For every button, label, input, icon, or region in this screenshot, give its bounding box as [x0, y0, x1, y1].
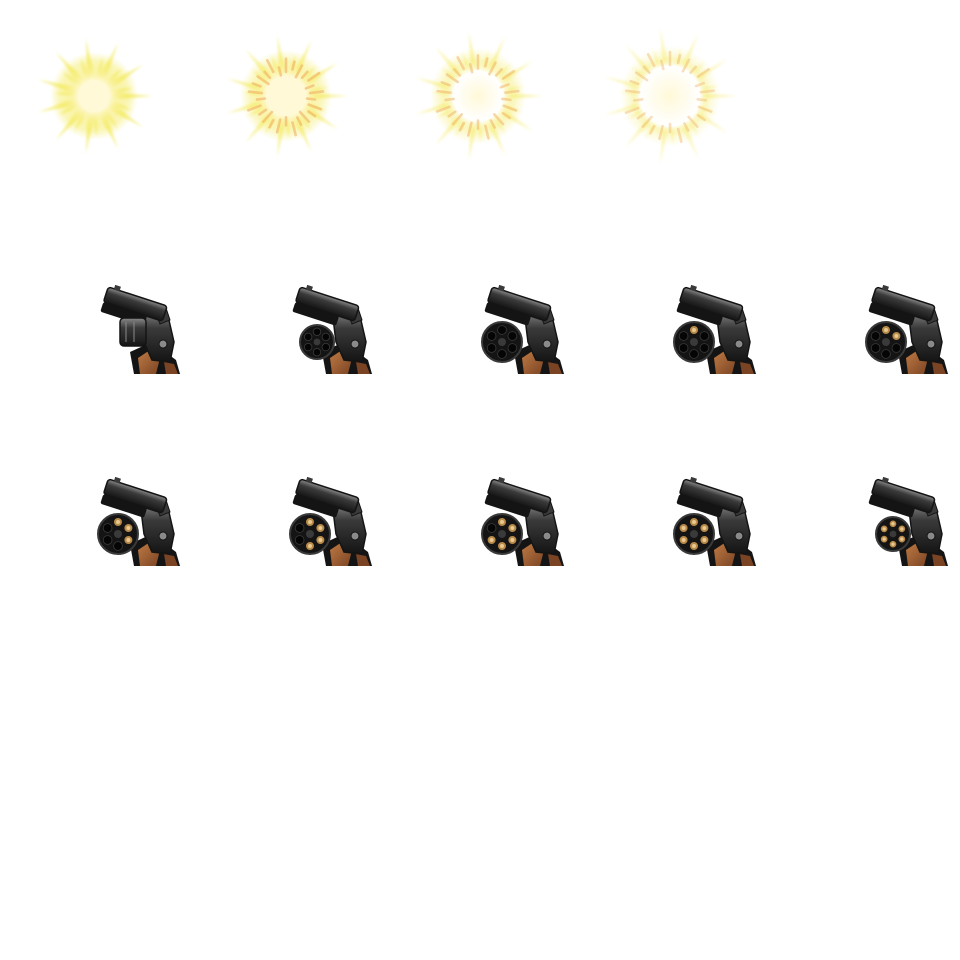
revolver-cylinder	[673, 513, 715, 555]
empty-chamber	[507, 343, 518, 353]
empty-chamber	[497, 325, 507, 335]
empty-chamber	[113, 541, 123, 551]
revolver	[97, 476, 180, 566]
empty-chamber	[678, 331, 689, 341]
flash-core	[50, 52, 138, 140]
revolver-sprite	[97, 476, 180, 566]
revolver	[673, 284, 756, 374]
muzzle-flash-burst	[38, 38, 152, 154]
empty-chamber	[486, 523, 497, 533]
empty-chamber	[294, 535, 305, 545]
revolver-cylinder	[299, 324, 335, 360]
revolver	[481, 284, 564, 374]
empty-chamber	[881, 349, 891, 359]
revolver-barrel	[868, 284, 936, 326]
revolver-sprite	[865, 284, 948, 374]
revolver-cylinder	[673, 321, 715, 363]
revolver-sprite	[481, 476, 564, 566]
revolver-sprite	[289, 476, 372, 566]
revolver-cylinder	[875, 516, 911, 552]
empty-chamber	[689, 349, 699, 359]
revolver-reload-frame	[384, 192, 576, 384]
empty-chamber	[891, 343, 902, 353]
empty-chamber	[304, 332, 313, 342]
revolver-frame	[907, 307, 943, 363]
revolver-sprite	[673, 284, 756, 374]
muzzle-flash-sprite	[38, 38, 152, 154]
revolver-sprite	[481, 284, 564, 374]
revolver-reload-frame	[576, 384, 768, 576]
revolver	[868, 476, 948, 566]
muzzle-flash-frame	[382, 0, 574, 192]
muzzle-flash-burst	[227, 35, 348, 157]
muzzle-flash-frame	[0, 0, 190, 192]
empty-chamber	[102, 523, 113, 533]
revolver-reload-frame	[0, 384, 192, 576]
muzzle-flash-frame	[574, 0, 766, 192]
revolver	[292, 284, 372, 374]
revolver	[289, 476, 372, 566]
empty-chamber	[294, 523, 305, 533]
muzzle-flash-sprite	[416, 32, 543, 160]
revolver-sprite	[868, 476, 948, 566]
revolver-reload-frame	[192, 192, 384, 384]
revolver-barrel	[484, 476, 552, 518]
revolver-barrel	[292, 476, 360, 518]
empty-chamber	[304, 342, 313, 352]
flash-core	[620, 46, 720, 146]
empty-chamber	[312, 348, 322, 357]
empty-chamber	[678, 343, 689, 353]
revolver-reload-frame	[192, 384, 384, 576]
empty-chamber	[870, 331, 881, 341]
revolver	[100, 284, 180, 374]
revolver-cylinder	[865, 321, 907, 363]
empty-chamber	[699, 343, 710, 353]
revolver-reload-frame	[0, 192, 192, 384]
empty-chamber	[486, 343, 497, 353]
revolver-cylinder	[119, 317, 147, 347]
flash-streaks	[624, 50, 715, 143]
revolver-cylinder	[97, 513, 139, 555]
revolver-sprite	[673, 476, 756, 566]
revolver-barrel	[484, 284, 552, 326]
revolver-cylinder	[481, 513, 523, 555]
empty-chamber	[507, 331, 518, 341]
empty-chamber	[497, 349, 507, 359]
empty-chamber	[699, 331, 710, 341]
revolver-sprite	[100, 284, 180, 374]
revolver-cylinder	[481, 321, 523, 363]
revolver-frame	[715, 307, 751, 363]
empty-chamber	[102, 535, 113, 545]
revolver-barrel	[676, 284, 744, 326]
revolver-reload-frame	[768, 192, 960, 384]
revolver-reload-frame	[768, 384, 960, 576]
flash-core	[430, 48, 526, 144]
empty-chamber	[321, 332, 330, 342]
empty-chamber	[321, 342, 330, 352]
revolver	[865, 284, 948, 374]
empty-chamber	[486, 331, 497, 341]
muzzle-flash-burst	[604, 28, 738, 164]
empty-chamber	[312, 327, 322, 336]
muzzle-flash-burst	[416, 32, 543, 160]
revolver-barrel	[100, 476, 168, 518]
revolver-barrel	[868, 476, 936, 518]
revolver-barrel	[292, 284, 360, 326]
revolver	[673, 476, 756, 566]
revolver-sprite	[292, 284, 372, 374]
muzzle-flash-frame	[190, 0, 382, 192]
flash-streaks	[435, 54, 520, 140]
empty-chamber	[870, 343, 881, 353]
muzzle-flash-sprite	[604, 28, 738, 164]
revolver-reload-frame	[384, 384, 576, 576]
revolver-reload-frame	[576, 192, 768, 384]
flash-streaks	[247, 57, 325, 137]
muzzle-flash-sprite	[227, 35, 348, 157]
revolver-cylinder	[289, 513, 331, 555]
flash-core	[240, 50, 332, 142]
revolver	[481, 476, 564, 566]
revolver-barrel	[676, 476, 744, 518]
